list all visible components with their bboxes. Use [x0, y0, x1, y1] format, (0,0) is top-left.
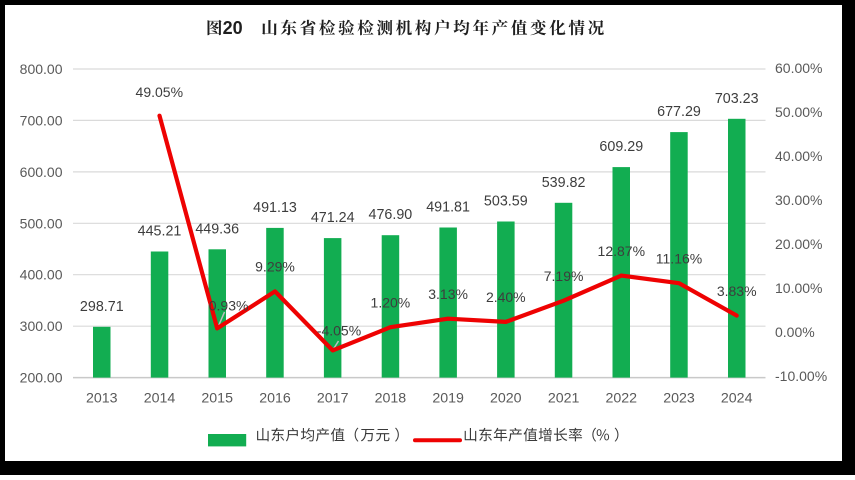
svg-text:-4.05%: -4.05%	[317, 323, 361, 339]
svg-text:2022: 2022	[606, 391, 638, 407]
svg-text:500.00: 500.00	[20, 215, 63, 231]
svg-text:539.82: 539.82	[542, 175, 586, 191]
svg-text:20.00%: 20.00%	[775, 236, 822, 252]
svg-text:50.00%: 50.00%	[775, 104, 822, 120]
svg-text:677.29: 677.29	[657, 104, 701, 120]
svg-text:11.16%: 11.16%	[656, 251, 702, 267]
svg-text:9.29%: 9.29%	[255, 259, 295, 275]
svg-text:20: 20	[223, 18, 243, 38]
svg-text:2023: 2023	[663, 391, 695, 407]
svg-text:298.71: 298.71	[80, 299, 124, 315]
svg-text:60.00%: 60.00%	[775, 60, 822, 76]
svg-text:2018: 2018	[375, 391, 407, 407]
svg-text:2017: 2017	[317, 391, 349, 407]
svg-text:703.23: 703.23	[715, 91, 759, 107]
svg-text:491.13: 491.13	[253, 200, 297, 216]
svg-text:449.36: 449.36	[195, 221, 239, 237]
svg-text:2.40%: 2.40%	[486, 289, 526, 305]
svg-text:1.20%: 1.20%	[371, 295, 411, 311]
svg-text:503.59: 503.59	[484, 194, 528, 210]
svg-text:10.00%: 10.00%	[775, 280, 822, 296]
svg-text:2019: 2019	[432, 391, 464, 407]
svg-text:609.29: 609.29	[599, 139, 643, 155]
svg-text:2021: 2021	[548, 391, 580, 407]
svg-text:2024: 2024	[721, 391, 753, 407]
svg-text:200.00: 200.00	[20, 370, 63, 386]
svg-text:0.93%: 0.93%	[209, 298, 249, 314]
svg-text:3.83%: 3.83%	[717, 283, 757, 299]
svg-text:0.00%: 0.00%	[775, 324, 815, 340]
svg-text:400.00: 400.00	[20, 267, 63, 283]
svg-text:2014: 2014	[144, 391, 176, 407]
svg-text:700.00: 700.00	[20, 112, 63, 128]
svg-text:40.00%: 40.00%	[775, 148, 822, 164]
svg-text:600.00: 600.00	[20, 164, 63, 180]
svg-text:12.87%: 12.87%	[598, 243, 645, 259]
svg-text:476.90: 476.90	[369, 207, 413, 223]
svg-text:800.00: 800.00	[20, 61, 63, 77]
svg-text:2016: 2016	[259, 391, 291, 407]
svg-text:49.05%: 49.05%	[136, 84, 183, 100]
svg-text:2020: 2020	[490, 391, 522, 407]
svg-text:-10.00%: -10.00%	[775, 368, 827, 384]
svg-text:300.00: 300.00	[20, 318, 63, 334]
svg-text:491.81: 491.81	[426, 200, 470, 216]
svg-text:471.24: 471.24	[311, 210, 355, 226]
svg-text:3.13%: 3.13%	[428, 286, 468, 302]
svg-text:7.19%: 7.19%	[544, 268, 584, 284]
svg-text:30.00%: 30.00%	[775, 192, 822, 208]
svg-text:445.21: 445.21	[138, 224, 182, 240]
svg-text:2013: 2013	[86, 391, 118, 407]
svg-text:2015: 2015	[201, 391, 233, 407]
